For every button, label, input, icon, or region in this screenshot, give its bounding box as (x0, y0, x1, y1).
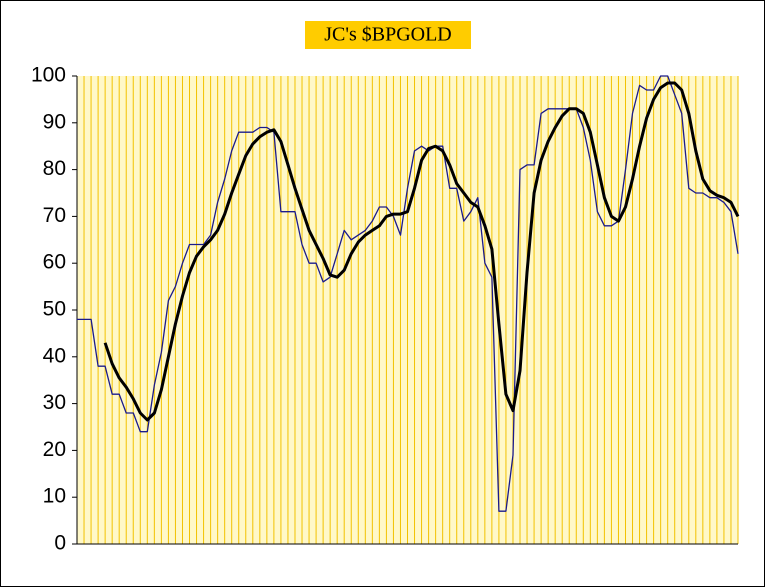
y-tick-label: 10 (43, 485, 66, 508)
series-line (77, 75, 739, 512)
y-tick-label: 70 (43, 204, 66, 227)
y-tick-label: 40 (43, 344, 66, 367)
y-tick-label: 20 (43, 438, 66, 461)
y-tick-label: 30 (43, 391, 66, 414)
series-line (103, 81, 740, 422)
y-tick-label: 50 (43, 298, 66, 321)
y-tick-label: 100 (31, 64, 66, 87)
chart-title: JC's $BPGOLD (324, 24, 452, 46)
y-tick-label: 0 (54, 532, 66, 555)
y-tick-label: 60 (43, 251, 66, 274)
y-tick-label: 80 (43, 157, 66, 180)
y-tick-label: 90 (43, 110, 66, 133)
title-box (305, 21, 471, 49)
